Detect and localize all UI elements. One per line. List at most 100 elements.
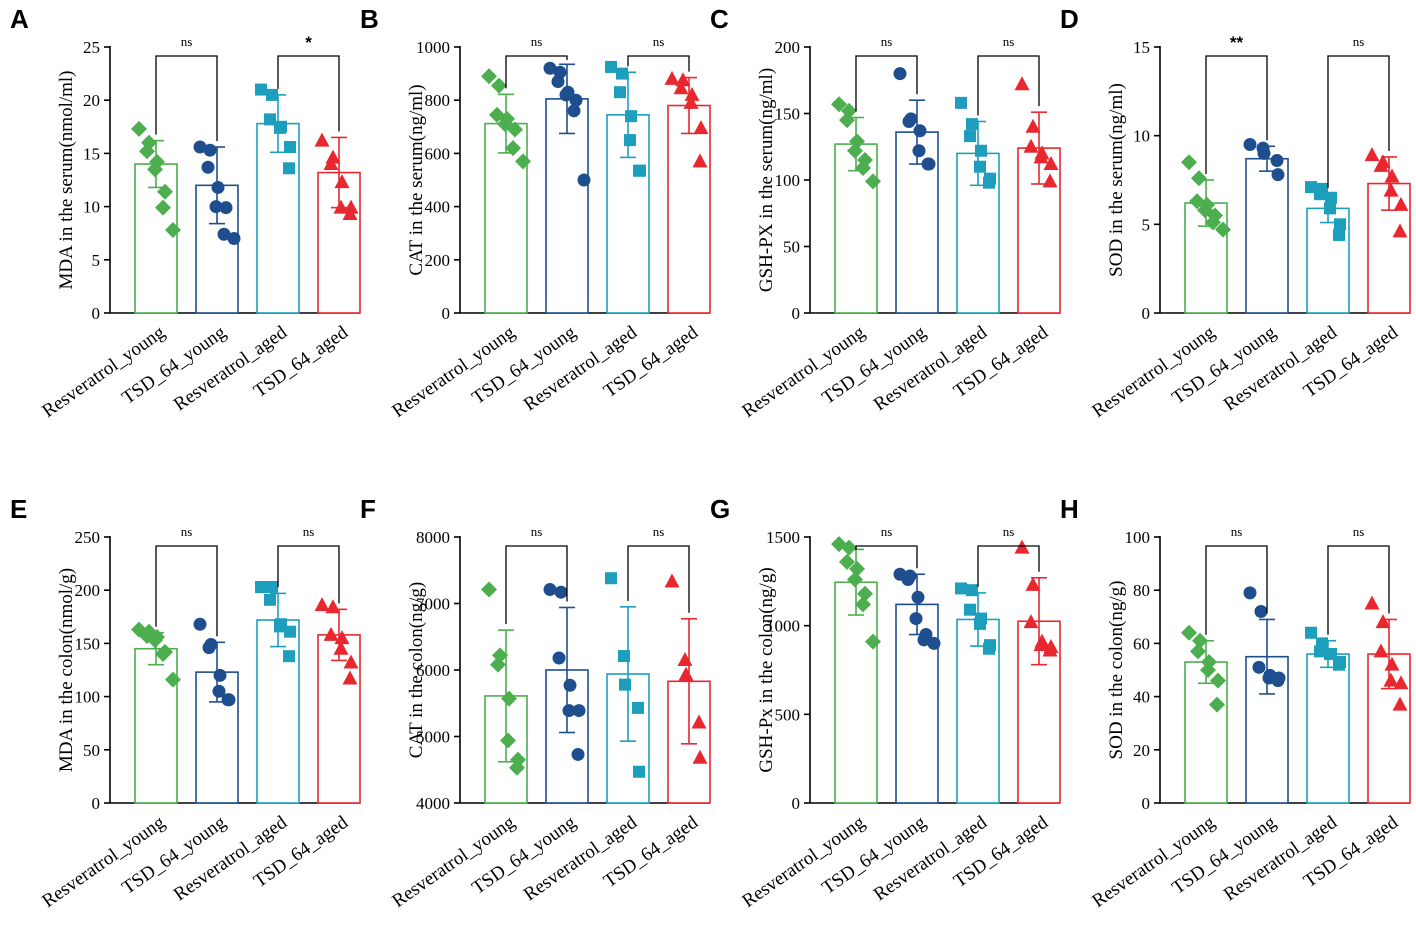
y-tick-label: 7000 [416, 595, 450, 614]
significance-bracket [977, 545, 1040, 587]
y-axis-label: SOD in the colon(ng/g) [1106, 581, 1127, 760]
y-tick-label: 150 [75, 634, 101, 653]
y-tick-label: 5000 [416, 728, 450, 747]
data-point [157, 183, 173, 200]
bar-resveratrol-aged [256, 122, 300, 314]
panel-letter: F [360, 494, 376, 524]
significance-bracket [1205, 55, 1268, 174]
bar-tsd-64-aged [1367, 653, 1411, 804]
data-point [343, 654, 359, 669]
data-point [543, 61, 557, 75]
data-point [209, 200, 223, 214]
y-tick-label: 400 [425, 198, 451, 217]
significance-label: ns [181, 524, 193, 539]
data-point [1209, 696, 1225, 713]
y-tick-label: 50 [83, 741, 100, 760]
y-tick-label: 20 [83, 91, 100, 110]
data-point [677, 652, 693, 667]
data-point [855, 160, 871, 177]
panel-letter: C [710, 4, 729, 34]
significance-bracket [1327, 55, 1390, 189]
data-point [217, 227, 231, 241]
data-point [911, 590, 925, 604]
y-tick-label: 0 [1142, 304, 1151, 323]
significance-bracket [505, 545, 568, 625]
data-point [515, 153, 531, 170]
bar-tsd-64-aged [667, 104, 711, 314]
data-point [673, 80, 689, 95]
data-point [1334, 218, 1346, 231]
panel-letter: D [1060, 4, 1079, 34]
data-point [913, 124, 927, 138]
data-point [974, 617, 986, 630]
y-tick-label: 8000 [416, 528, 450, 547]
significance-bracket [1327, 545, 1390, 635]
data-point [1243, 586, 1257, 600]
data-point [1333, 658, 1345, 671]
y-tick-label: 6000 [416, 661, 450, 680]
data-point [314, 597, 330, 612]
data-point [219, 201, 233, 215]
data-point [1271, 674, 1285, 688]
data-point [849, 560, 865, 577]
data-point [1210, 672, 1226, 689]
data-point [569, 93, 583, 107]
significance-label: ns [653, 34, 665, 49]
data-point [909, 612, 923, 626]
data-point [1364, 147, 1380, 162]
y-axis-label: MDA in the serum(nmol/ml) [56, 70, 77, 289]
panel-letter: H [1060, 494, 1079, 524]
data-point [683, 94, 699, 109]
data-point [1192, 632, 1208, 649]
data-point [193, 617, 207, 631]
data-point [559, 88, 573, 102]
y-tick-label: 0 [442, 304, 451, 323]
data-point [1383, 672, 1399, 687]
data-point [1384, 656, 1400, 671]
y-tick-label: 25 [83, 38, 100, 57]
data-point [1215, 221, 1231, 238]
significance-label: ns [531, 34, 543, 49]
data-point [1314, 645, 1326, 658]
y-tick-label: 100 [75, 688, 101, 707]
data-point [509, 759, 525, 776]
y-axis-label: GSH-PX in the serum(ng/ml) [756, 68, 777, 292]
data-point [605, 572, 617, 585]
significance-label: ns [881, 34, 893, 49]
y-tick-label: 1000 [416, 38, 450, 57]
y-tick-label: 15 [1133, 38, 1150, 57]
data-point [633, 164, 645, 177]
y-tick-label: 0 [92, 794, 101, 813]
data-point [1252, 660, 1266, 674]
data-point [902, 114, 916, 128]
data-point [510, 751, 526, 768]
data-point [912, 144, 926, 158]
y-tick-label: 200 [775, 38, 801, 57]
y-tick-label: 0 [792, 304, 801, 323]
data-point [266, 88, 278, 101]
data-point [1014, 76, 1030, 91]
data-point [323, 626, 339, 641]
data-point [1025, 576, 1041, 591]
significance-label: ns [1353, 34, 1365, 49]
significance-bracket [155, 545, 218, 637]
data-point [1257, 146, 1271, 160]
data-point [1033, 149, 1049, 164]
data-point [567, 104, 581, 118]
panel-letter: B [360, 4, 379, 34]
data-point [139, 627, 155, 644]
data-point [211, 180, 225, 194]
significance-bracket [977, 55, 1040, 116]
data-point [264, 593, 276, 606]
data-point [543, 583, 557, 597]
data-point [975, 144, 987, 157]
panel-f: F CAT in the colon(ng/g) 4000 5000 6000 7000 8… [360, 494, 711, 912]
data-point [1201, 654, 1217, 671]
data-point [334, 174, 350, 189]
data-point [865, 633, 881, 650]
data-point [901, 573, 915, 587]
data-point [1324, 202, 1336, 215]
